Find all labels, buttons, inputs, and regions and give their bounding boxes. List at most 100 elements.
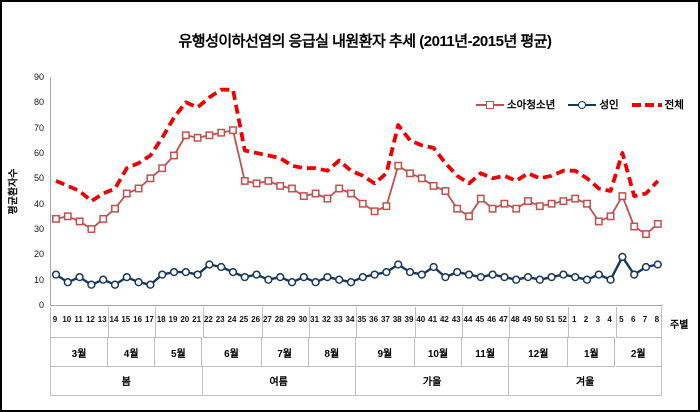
month-band-cell: 9월 [355, 337, 415, 367]
children-square-marker [311, 189, 320, 198]
adults-circle-marker [582, 275, 592, 284]
week-number-label: 11 [74, 315, 83, 324]
y-tick-label: 40 [33, 198, 44, 209]
week-number-label: 4 [607, 315, 612, 324]
adults-circle-marker [500, 272, 509, 282]
week-number-label: 5 [619, 315, 624, 324]
adults-circle-marker [488, 270, 497, 279]
y-axis-title: 평균환자수 [8, 168, 20, 215]
week-number-label: 16 [133, 315, 143, 324]
adults-circle-marker [606, 275, 615, 284]
week-group-separator [509, 307, 511, 337]
adults-circle-marker [523, 272, 533, 282]
adults-circle-marker [453, 267, 462, 277]
week-number-label: 15 [121, 315, 131, 324]
month-band-cell: 8월 [308, 337, 356, 367]
week-number-label: 33 [333, 315, 343, 324]
y-tick-label: 10 [33, 274, 44, 285]
children-square-marker [122, 189, 131, 198]
week-number-label: 8 [654, 315, 660, 324]
legend-item-total: 전체 [631, 97, 684, 112]
children-square-marker [63, 212, 72, 221]
week-number-label: 52 [557, 315, 567, 324]
children-square-marker [335, 184, 344, 193]
adults-circle-marker [653, 260, 662, 269]
week-number-label: 32 [321, 315, 331, 324]
adults-circle-marker [323, 272, 332, 282]
children-square-marker [512, 204, 521, 213]
adults-circle-marker [158, 270, 167, 279]
adults-line-marker-icon [568, 100, 597, 109]
y-tick-label: 30 [33, 224, 44, 234]
adults-circle-marker [276, 272, 285, 282]
week-number-label: 28 [274, 315, 284, 324]
children-square-marker [488, 204, 497, 213]
week-group-separator [261, 307, 263, 337]
children-square-marker [583, 199, 591, 208]
line-chart [51, 87, 662, 289]
week-group-separator [661, 307, 662, 337]
week-number-label: 30 [298, 315, 308, 324]
week-number-label: 49 [522, 315, 532, 324]
week-number-label: 1 [571, 315, 577, 324]
y-tick-label: 70 [33, 122, 44, 133]
week-number-label: 40 [416, 315, 426, 324]
y-tick-label: 90 [33, 72, 44, 82]
season-band-cell: 봄 [50, 366, 203, 396]
adults-circle-marker [618, 252, 627, 262]
week-number-label: 48 [510, 315, 520, 324]
adults-circle-marker [217, 262, 226, 272]
week-group-separator [615, 307, 617, 337]
children-square-marker [429, 181, 438, 190]
adults-circle-marker [370, 270, 379, 279]
month-band-cell: 7월 [261, 337, 309, 367]
y-tick-label: 0 [38, 300, 44, 310]
children-square-marker [465, 212, 473, 221]
children-square-marker [299, 192, 308, 201]
week-number-label: 20 [180, 315, 190, 324]
week-group-separator [355, 307, 357, 337]
month-band-cell: 1월 [568, 337, 616, 367]
week-group-separator [155, 307, 157, 337]
children-square-marker [358, 199, 367, 208]
week-number-label: 46 [487, 315, 497, 324]
week-group-separator [50, 307, 51, 337]
week-number-label: 13 [97, 315, 107, 324]
adults-circle-marker [99, 275, 108, 284]
adults-series-line [55, 255, 659, 286]
month-band-cell: 11월 [462, 337, 510, 367]
children-square-marker [323, 194, 332, 203]
week-number-label: 34 [345, 315, 355, 324]
adults-circle-marker [205, 260, 214, 269]
children-square-marker [111, 204, 119, 213]
adults-circle-marker [512, 275, 521, 284]
week-number-label: 21 [192, 315, 202, 324]
children-square-marker [524, 197, 532, 206]
adults-circle-marker [559, 270, 568, 279]
adults-circle-marker [146, 280, 155, 289]
adults-circle-marker [429, 262, 438, 272]
y-tick-label: 60 [33, 148, 44, 158]
week-group-separator [462, 307, 464, 337]
children-square-marker [276, 181, 285, 190]
month-band-cell: 2월 [615, 337, 662, 367]
children-square-marker [500, 199, 509, 208]
children-square-marker [264, 176, 273, 185]
children-square-marker [205, 131, 214, 140]
adults-circle-marker [63, 278, 72, 287]
adults-circle-marker [405, 267, 415, 277]
adults-circle-marker [594, 270, 603, 279]
adults-circle-marker [358, 272, 367, 282]
adults-circle-marker [252, 270, 261, 279]
adults-circle-marker [535, 275, 544, 284]
adults-circle-marker [571, 272, 580, 282]
adults-circle-marker [75, 272, 84, 282]
legend-item-adults: 성인 [568, 97, 619, 112]
adults-circle-marker [193, 270, 202, 279]
children-square-marker [288, 184, 296, 193]
week-number-label: 25 [239, 315, 249, 324]
month-band-cell: 6월 [202, 337, 262, 367]
adults-circle-marker [122, 272, 131, 282]
week-group-separator [108, 307, 110, 337]
children-square-marker [99, 214, 108, 223]
